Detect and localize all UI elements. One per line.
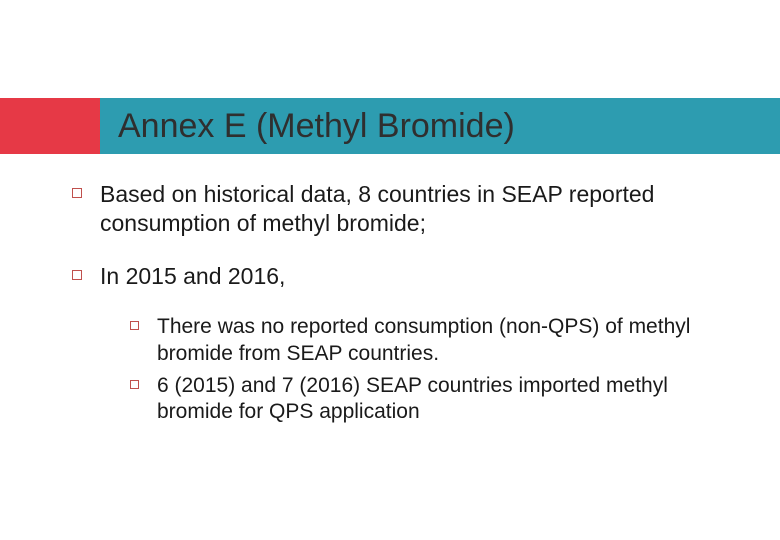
accent-block (0, 98, 100, 154)
bullet-marker-icon (130, 321, 139, 330)
bullet-item: In 2015 and 2016, (72, 262, 720, 291)
content-area: Based on historical data, 8 countries in… (72, 180, 720, 431)
bullet-text: Based on historical data, 8 countries in… (100, 180, 720, 238)
sub-bullet-text: There was no reported consumption (non-Q… (157, 314, 720, 367)
bullet-marker-icon (72, 188, 82, 198)
sub-bullet-list: There was no reported consumption (non-Q… (72, 314, 720, 425)
sub-bullet-item: 6 (2015) and 7 (2016) SEAP countries imp… (130, 373, 720, 426)
title-band: Annex E (Methyl Bromide) (100, 98, 780, 154)
slide-title: Annex E (Methyl Bromide) (118, 107, 515, 146)
bullet-marker-icon (72, 270, 82, 280)
bullet-marker-icon (130, 380, 139, 389)
sub-bullet-item: There was no reported consumption (non-Q… (130, 314, 720, 367)
bullet-text: In 2015 and 2016, (100, 262, 285, 291)
bullet-item: Based on historical data, 8 countries in… (72, 180, 720, 238)
sub-bullet-text: 6 (2015) and 7 (2016) SEAP countries imp… (157, 373, 720, 426)
title-row: Annex E (Methyl Bromide) (0, 98, 780, 154)
